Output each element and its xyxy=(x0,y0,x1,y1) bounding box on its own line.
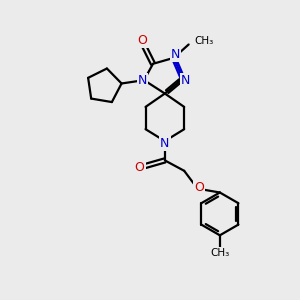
Text: N: N xyxy=(160,137,170,150)
Text: N: N xyxy=(138,74,147,87)
Text: O: O xyxy=(135,161,145,174)
Text: CH₃: CH₃ xyxy=(210,248,230,258)
Text: N: N xyxy=(171,48,180,61)
Text: N: N xyxy=(181,74,190,87)
Text: O: O xyxy=(194,181,204,194)
Text: O: O xyxy=(138,34,148,47)
Text: CH₃: CH₃ xyxy=(194,36,213,46)
